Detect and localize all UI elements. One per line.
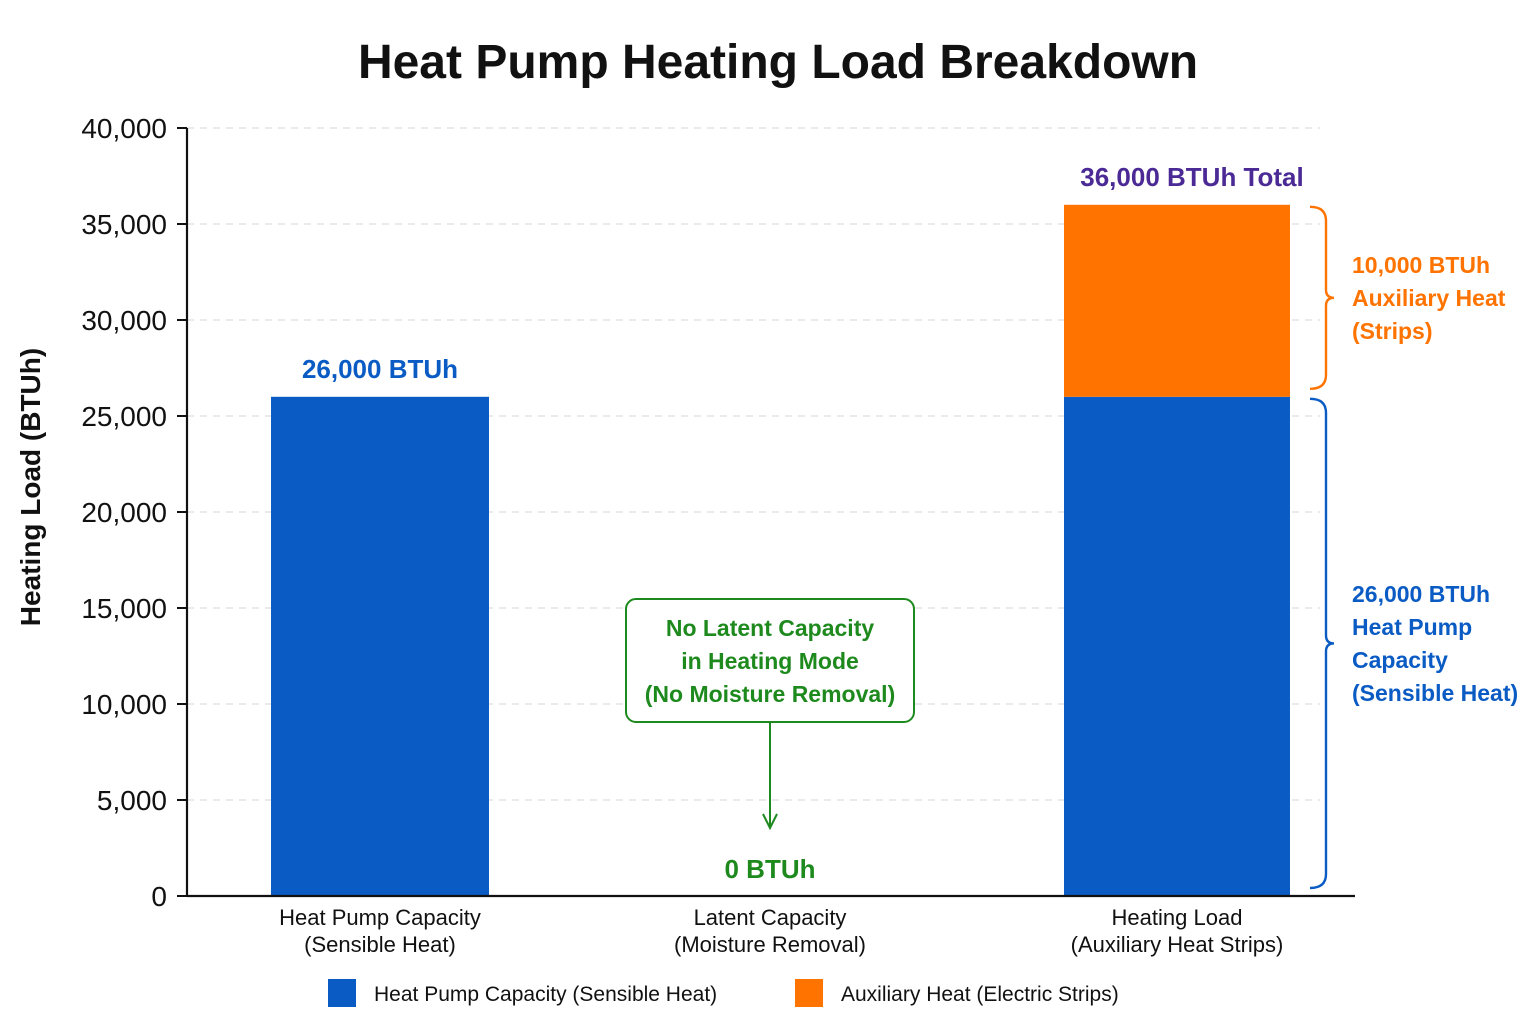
x-tick-label: Heat Pump Capacity (Sensible Heat) [279,905,481,957]
brace [1309,397,1335,890]
y-tick-label: 15,000 [81,593,167,624]
brace-label: 10,000 BTUh Auxiliary Heat (Strips) [1352,252,1506,344]
axes: 0 5,000 10,000 15,000 20,000 25,000 30,000 35,0… [81,113,1355,957]
brace-label-line: Auxiliary Heat [1352,285,1506,311]
legend-swatch [795,979,823,1007]
x-tick-label-line: Latent Capacity [694,905,847,930]
brace-label-line: Capacity [1352,647,1448,673]
legend-swatch [328,979,356,1007]
bar-segment [271,396,489,896]
legend-label: Auxiliary Heat (Electric Strips) [841,983,1119,1006]
brace [1309,205,1335,390]
brace-label: 26,000 BTUh Heat Pump Capacity (Sensible He… [1352,581,1518,706]
y-tick-label: 35,000 [81,209,167,240]
legend: Heat Pump Capacity (Sensible Heat) Auxili… [328,979,1119,1007]
x-tick-label: Heating Load (Auxiliary Heat Strips) [1071,905,1284,957]
brace-label-line: 26,000 BTUh [1352,581,1490,607]
x-tick-label-line: (Sensible Heat) [304,932,456,957]
data-labels: 26,000 BTUh 0 BTUh 36,000 BTUh Total [302,162,1304,884]
data-label: 26,000 BTUh [302,354,458,384]
data-label: 0 BTUh [725,854,816,884]
bars [271,204,1290,896]
callout-text-line: (No Moisture Removal) [645,681,895,707]
y-tick-label: 25,000 [81,401,167,432]
data-label: 36,000 BTUh Total [1080,162,1303,192]
y-tick-label: 5,000 [97,785,167,816]
callout-text: No Latent Capacity in Heating Mode (No Moi… [645,615,895,707]
brace-label-line: (Sensible Heat) [1352,680,1518,706]
y-tick-label: 20,000 [81,497,167,528]
brace-label-line: (Strips) [1352,318,1433,344]
y-tick-label: 40,000 [81,113,167,144]
y-tick-label: 0 [151,881,167,912]
bar-segment [1064,396,1290,896]
y-tick-label: 30,000 [81,305,167,336]
callout-text-line: No Latent Capacity [666,615,875,641]
y-axis-label: Heating Load (BTUh) [15,348,46,626]
callout-text-line: in Heating Mode [681,648,859,674]
x-tick-label-line: (Moisture Removal) [674,932,866,957]
x-tick-label: Latent Capacity (Moisture Removal) [674,905,866,957]
bar-segment [1064,204,1290,397]
x-tick-label-line: Heat Pump Capacity [279,905,481,930]
x-tick-label-line: Heating Load [1112,905,1243,930]
x-tick-label-line: (Auxiliary Heat Strips) [1071,932,1284,957]
brace-label-line: Heat Pump [1352,614,1472,640]
chart-title: Heat Pump Heating Load Breakdown [358,36,1198,89]
y-tick-label: 10,000 [81,689,167,720]
annotations: 10,000 BTUh Auxiliary Heat (Strips) 26,000 … [625,205,1518,890]
legend-label: Heat Pump Capacity (Sensible Heat) [374,983,717,1006]
brace-label-line: 10,000 BTUh [1352,252,1490,278]
callout-arrowhead [762,813,778,831]
